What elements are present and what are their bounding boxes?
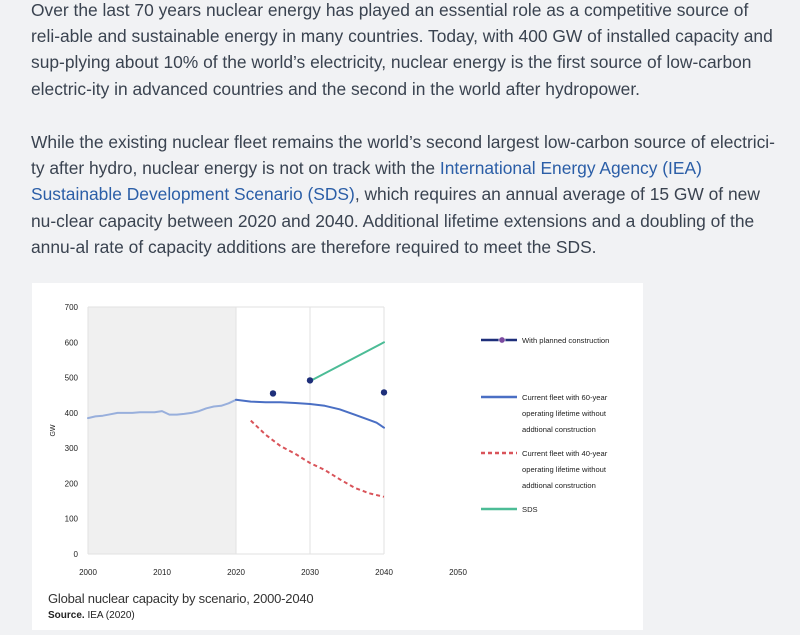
- source-text: IEA (2020): [84, 610, 135, 621]
- legend-label-2-2: addtional construction: [522, 481, 596, 490]
- y-axis-label: GW: [50, 424, 57, 436]
- legend-label-2-0: Current fleet with 40-year: [522, 449, 608, 458]
- figure-source: Source. IEA (2020): [48, 610, 135, 621]
- legend-label-1-0: Current fleet with 60-year: [522, 393, 608, 402]
- source-label: Source.: [48, 610, 85, 621]
- sds-paragraph-text-after: , which requires an annual average of 15…: [31, 184, 760, 257]
- planned-marker-2040: [380, 389, 388, 396]
- x-tick-label-2010: 2010: [153, 568, 171, 577]
- series-line-sds: [309, 341, 385, 383]
- legend-label-0-0: With planned construction: [522, 336, 609, 345]
- series-line-current-fleet-with-40-year-operating-lif: [250, 419, 385, 498]
- x-tick-label-2030: 2030: [301, 568, 319, 577]
- x-tick-label-2020: 2020: [227, 568, 245, 577]
- legend-label-1-1: operating lifetime without: [522, 409, 607, 418]
- sds-paragraph: While the existing nuclear fleet remains…: [31, 129, 776, 260]
- planned-marker-2025: [269, 390, 277, 397]
- x-tick-label-2000: 2000: [79, 568, 97, 577]
- chart-card: 0 100 200 300 400 500 600 700 2000 2010 2020 2030 20…: [32, 283, 643, 630]
- y-tick-label-100: 100: [65, 515, 79, 524]
- y-tick-label-600: 600: [65, 338, 79, 347]
- legend-marker-0: [498, 336, 506, 344]
- historical-shading: [88, 307, 236, 554]
- legend-label-2-1: operating lifetime without: [522, 465, 607, 474]
- sds-paragraph-text-before: While the existing nuclear fleet remains…: [31, 132, 775, 179]
- intro-paragraph: Over the last 70 years nuclear energy ha…: [31, 0, 773, 99]
- iea-sds-link[interactable]: International Energy Agency (IEA) Sustai…: [31, 158, 702, 205]
- y-tick-label-700: 700: [65, 303, 79, 312]
- planned-marker-2030: [306, 377, 314, 384]
- y-tick-label-0: 0: [74, 550, 79, 559]
- series-line-historical: [87, 398, 237, 420]
- y-tick-label-400: 400: [65, 409, 79, 418]
- series-line-current-fleet-with-60-year-operating-lif: [235, 398, 385, 429]
- x-tick-label-2050: 2050: [449, 568, 467, 577]
- x-tick-label-2040: 2040: [375, 568, 393, 577]
- nuclear-capacity-chart: 0 100 200 300 400 500 600 700 2000 2010 2020 2030 20…: [50, 303, 609, 577]
- y-tick-label-200: 200: [65, 479, 79, 488]
- legend-label-3-0: SDS: [522, 505, 538, 514]
- y-tick-label-500: 500: [65, 374, 79, 383]
- figure-caption: Global nuclear capacity by scenario, 200…: [48, 591, 314, 606]
- y-tick-label-300: 300: [65, 444, 79, 453]
- legend-label-1-2: addtional construction: [522, 425, 596, 434]
